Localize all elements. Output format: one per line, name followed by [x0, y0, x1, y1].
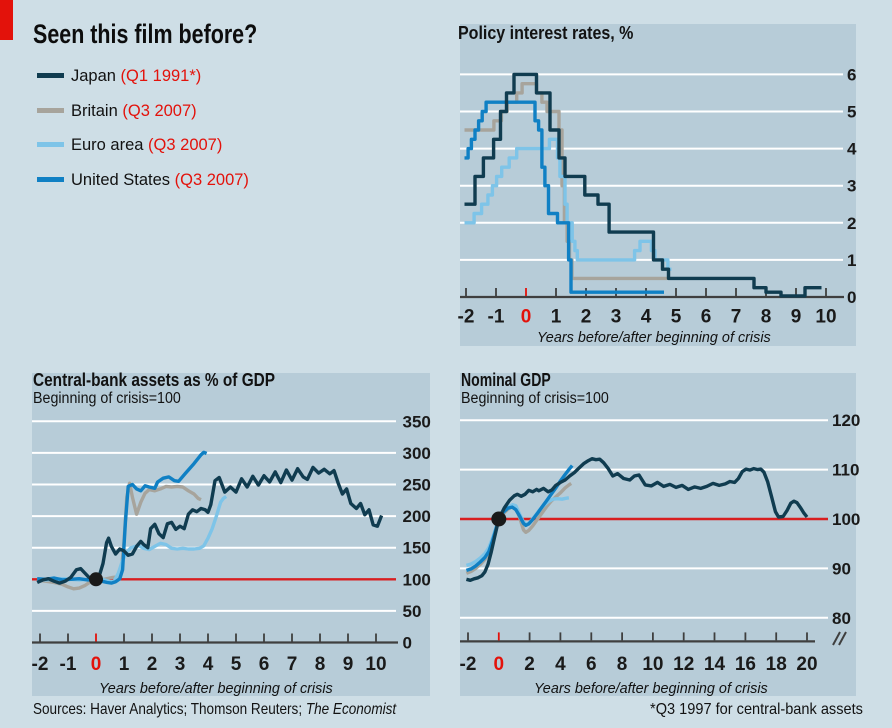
- svg-text:1: 1: [551, 307, 562, 328]
- svg-text:6: 6: [701, 307, 712, 328]
- svg-text:10: 10: [365, 654, 386, 675]
- svg-text:-2: -2: [460, 654, 477, 675]
- svg-text:2: 2: [147, 654, 158, 675]
- svg-text:16: 16: [735, 654, 756, 675]
- svg-text:-1: -1: [488, 307, 505, 328]
- svg-text:-2: -2: [32, 654, 49, 675]
- svg-text:110: 110: [832, 461, 859, 480]
- svg-text:6: 6: [847, 65, 856, 84]
- svg-text:350: 350: [403, 412, 431, 431]
- svg-text:4: 4: [847, 140, 857, 159]
- svg-text:7: 7: [731, 307, 742, 328]
- svg-text:100: 100: [832, 510, 860, 529]
- svg-text:90: 90: [832, 559, 851, 578]
- svg-text:20: 20: [796, 654, 817, 675]
- svg-text:120: 120: [832, 411, 860, 430]
- svg-text:2: 2: [581, 307, 592, 328]
- svg-text:14: 14: [704, 654, 726, 675]
- svg-text:18: 18: [766, 654, 787, 675]
- svg-text:7: 7: [287, 654, 298, 675]
- svg-text:0: 0: [494, 654, 505, 675]
- svg-text:8: 8: [315, 654, 326, 675]
- svg-text:12: 12: [673, 654, 694, 675]
- svg-text:2: 2: [524, 654, 535, 675]
- svg-text:2: 2: [847, 214, 856, 233]
- svg-text:1: 1: [119, 654, 130, 675]
- svg-text:-1: -1: [60, 654, 77, 675]
- svg-text:3: 3: [611, 307, 622, 328]
- svg-text:80: 80: [832, 609, 851, 628]
- svg-text:4: 4: [203, 654, 214, 675]
- svg-text:1: 1: [847, 251, 856, 270]
- svg-text:-2: -2: [458, 307, 475, 328]
- svg-text:50: 50: [403, 602, 422, 621]
- svg-text:0: 0: [91, 654, 102, 675]
- svg-text:10: 10: [642, 654, 663, 675]
- svg-text:8: 8: [617, 654, 628, 675]
- svg-text:4: 4: [641, 307, 652, 328]
- svg-text:10: 10: [815, 307, 836, 328]
- svg-text:0: 0: [403, 634, 412, 653]
- svg-text:300: 300: [403, 444, 431, 463]
- svg-text:8: 8: [761, 307, 772, 328]
- svg-text:3: 3: [847, 177, 856, 196]
- svg-text:100: 100: [403, 570, 431, 589]
- svg-text:0: 0: [521, 307, 532, 328]
- svg-text:4: 4: [555, 654, 566, 675]
- svg-text:200: 200: [403, 507, 431, 526]
- svg-text:9: 9: [791, 307, 802, 328]
- svg-text:5: 5: [231, 654, 242, 675]
- svg-text:6: 6: [259, 654, 270, 675]
- svg-text:6: 6: [586, 654, 597, 675]
- svg-text:3: 3: [175, 654, 186, 675]
- svg-text:5: 5: [671, 307, 682, 328]
- svg-text:0: 0: [847, 288, 856, 307]
- svg-text:250: 250: [403, 476, 431, 495]
- svg-text:5: 5: [847, 103, 856, 122]
- svg-text:9: 9: [343, 654, 354, 675]
- svg-text:150: 150: [403, 539, 431, 558]
